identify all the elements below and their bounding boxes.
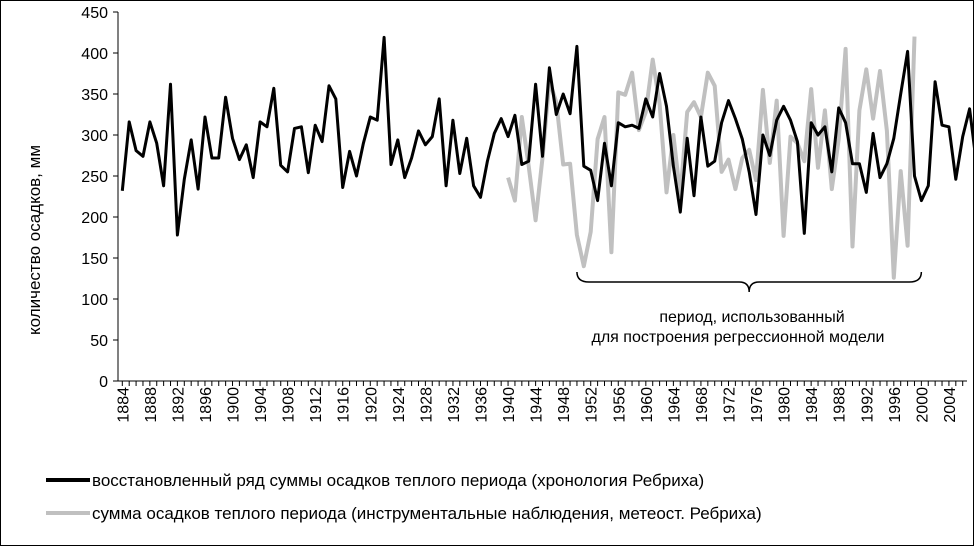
y-axis-label: количество осадков, мм [25,145,44,335]
y-tick-label: 300 [81,128,108,145]
x-tick-label: 1952 [584,387,601,423]
legend-label-instrumental: сумма осадков теплого периода (инструмен… [92,504,762,523]
x-tick-label: 1968 [694,387,711,423]
x-tick-label: 1912 [308,387,325,423]
x-tick-label: 2004 [942,387,959,423]
x-tick-label: 1896 [198,387,215,423]
x-tick-label: 1976 [749,387,766,423]
period-brace [576,271,923,293]
series-line-reconstructed [120,35,974,237]
x-tick-label: 1920 [363,387,380,423]
x-tick-label: 1892 [170,387,187,423]
legend: восстановленный ряд суммы осадков теплог… [46,471,762,523]
series-line-instrumental [506,36,917,280]
x-tick-label: 1908 [281,387,298,423]
x-tick-label: 1932 [446,387,463,423]
annotation-line-2: для построения регрессионной модели [592,329,885,346]
y-tick-label: 150 [81,251,108,268]
y-axis: 0 50 100 150 200 250 300 350 400 450 [81,5,119,391]
x-tick-label: 1884 [115,387,132,423]
x-tick-label: 1948 [556,387,573,423]
x-tick-label: 1980 [777,387,794,423]
y-tick-label: 200 [81,210,108,227]
x-tick-label: 1956 [611,387,628,423]
x-tick-label: 1984 [804,387,821,423]
x-tick-label: 1904 [253,387,270,423]
x-tick-label: 2000 [914,387,931,423]
x-tick-label: 1928 [418,387,435,423]
x-tick-label: 1916 [336,387,353,423]
plot-area [118,12,967,381]
x-tick-label: 1988 [832,387,849,423]
x-tick-label: 1960 [639,387,656,423]
x-tick-label: 1972 [721,387,738,423]
x-tick-label: 1888 [143,387,160,423]
y-tick-label: 50 [90,333,108,350]
x-axis: 1884 1888 1892 1896 1900 1904 1908 1912 1916 1920… [115,380,967,423]
legend-label-reconstructed: восстановленный ряд суммы осадков теплог… [92,471,704,490]
x-tick-label: 1944 [529,387,546,423]
x-tick-label: 1996 [887,387,904,423]
y-tick-label: 450 [81,5,108,22]
x-tick-label: 1924 [391,387,408,423]
y-tick-label: 250 [81,169,108,186]
x-tick-label: 1940 [501,387,518,423]
y-tick-label: 400 [81,46,108,63]
annotation-line-1: период, использованный [659,309,844,326]
x-tick-label: 1900 [226,387,243,423]
y-tick-label: 100 [81,292,108,309]
x-tick-label: 1964 [666,387,683,423]
x-tick-label: 1936 [474,387,491,423]
x-tick-label: 1992 [859,387,876,423]
series-layer [120,35,974,280]
y-tick-label: 0 [99,374,108,391]
y-tick-label: 350 [81,87,108,104]
